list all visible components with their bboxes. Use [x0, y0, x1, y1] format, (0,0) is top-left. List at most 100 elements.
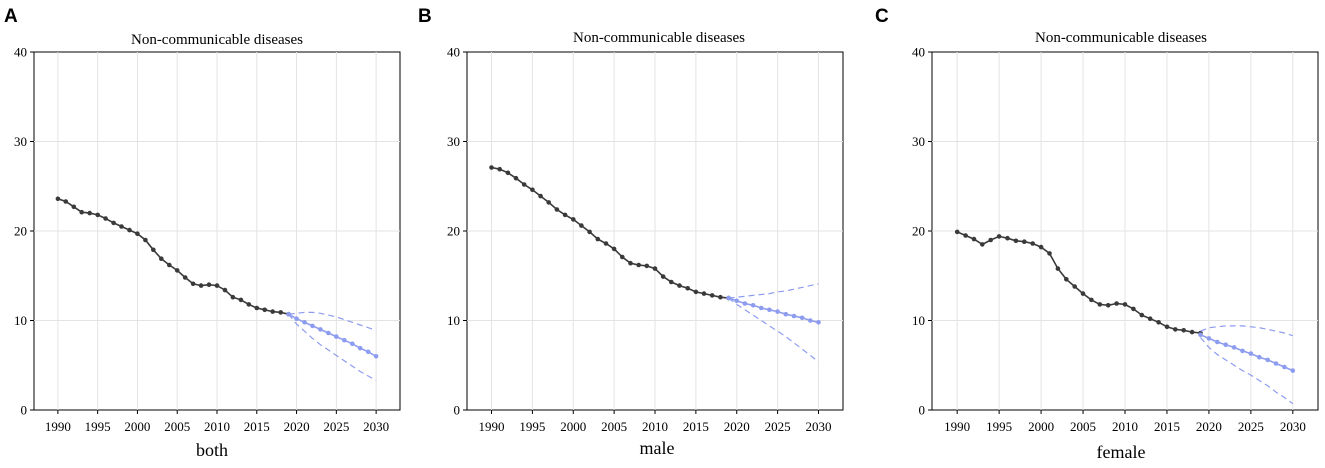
panel-a-series-observed-point-2015: [254, 305, 260, 311]
panel-b-series-predicted-point-2020: [734, 298, 739, 304]
panel-c-series-predicted-point-2028: [1273, 361, 1279, 366]
panel-c-series-observed-point-2009: [1114, 301, 1119, 306]
panel-a-series-predicted-point-2026: [342, 337, 347, 343]
panel-b-series-observed-point-2006: [620, 254, 625, 260]
panel-b-series-predicted-point-2027: [791, 313, 797, 319]
panel-c-y-tick-label-20: 20: [912, 224, 925, 239]
panel-b-gridlines: [467, 52, 843, 410]
panel-c-series-observed-point-2015: [1164, 324, 1170, 330]
panel-letter-a: A: [4, 6, 18, 27]
panel-c-y-tick-label-0: 0: [919, 403, 926, 418]
panel-b-series-observed-point-1994: [521, 182, 527, 187]
panel-a-series-observed-point-1995: [95, 212, 100, 218]
panel-a-series-observed-point-1993: [79, 209, 84, 215]
panel-a-series-observed-point-2007: [190, 281, 196, 287]
panel-b-y-tick-label-10: 10: [447, 313, 460, 328]
panel-a-y-tick-label-0: 0: [21, 403, 28, 418]
panel-a-series-observed-point-2008: [198, 283, 204, 288]
panel-b-series-observed-point-2011: [660, 274, 666, 279]
panel-a-gridlines: [34, 52, 400, 410]
panel-b-series-observed-point-2012: [669, 279, 674, 285]
panel-a-y-tick-label-30: 30: [14, 134, 27, 149]
panel-b-y-ticks: 0 10 20 30 40: [447, 45, 467, 418]
panel-b-series-observed-point-2009: [644, 263, 650, 269]
panel-a-series-observed-point-1990: [55, 196, 61, 202]
panel-a-series-predicted-point-2025: [334, 334, 339, 339]
panel-a-series-observed-point-2017: [270, 309, 276, 314]
panel-b-series-predicted-point-2021: [742, 301, 748, 306]
panel-a-series-predicted-point-2030: [373, 354, 379, 359]
panel-a-x-tick-label-1995: 1995: [85, 419, 111, 434]
panel-b-x-ticks: 1990 1995 2000 2005 2010 2015 2020 2025 2030: [479, 410, 831, 434]
panel-b-series-predicted-point-2024: [767, 307, 772, 313]
panel-b-x-tick-label-2025: 2025: [765, 419, 791, 434]
panel-a-x-tick-label-2030: 2030: [363, 419, 389, 434]
panel-b-series-observed-point-2010: [652, 266, 658, 271]
panel-c-series-observed-line: [956, 231, 1201, 334]
panel-c-series-predicted-point-2026: [1257, 354, 1262, 360]
panel-c-x-tick-label-2010: 2010: [1112, 419, 1138, 434]
panel-c-x-tick-label-1990: 1990: [944, 419, 970, 434]
panel-a-series-observed-point-2011: [222, 287, 228, 293]
panel-b-series-observed-point-1995: [530, 187, 535, 193]
panel-a-series-observed-point-1998: [119, 224, 124, 229]
panel-b-y-tick-label-30: 30: [447, 134, 460, 149]
panel-c-y-tick-label-30: 30: [912, 134, 925, 149]
panel-c-x-tick-label-2025: 2025: [1238, 419, 1264, 434]
panel-b-series-observed-point-2014: [685, 286, 690, 291]
panel-c-series-upper-bound-line: [1200, 325, 1293, 337]
panel-a-series-predicted-point-2023: [318, 327, 323, 332]
panel-b-series-observed-point-1990: [489, 165, 494, 170]
panel-a-x-tick-label-2010: 2010: [204, 419, 230, 434]
panel-a-series: [55, 196, 379, 382]
panel-c-y-tick-label-40: 40: [912, 45, 925, 60]
panel-a-series-observed-point-2003: [159, 256, 164, 262]
panel-b-series-observed-point-1996: [538, 193, 543, 199]
panel-c-series-observed-point-1991: [963, 233, 968, 238]
panel-a-series-predicted-point-2024: [326, 330, 331, 336]
panel-a-series-observed-point-2000: [135, 231, 140, 236]
panel-b-x-tick-label-2015: 2015: [683, 419, 709, 434]
panel-a-series-observed-point-1996: [103, 216, 108, 221]
panel-c-series-predicted-point-2024: [1240, 348, 1245, 354]
panel-b-series-observed-line: [491, 166, 729, 299]
panel-c-y-ticks: 0 10 20 30 40: [912, 45, 932, 418]
panel-a-x-tick-label-2015: 2015: [244, 419, 270, 434]
panel-b-y-tick-label-20: 20: [447, 224, 460, 239]
panel-b-x-tick-label-2010: 2010: [642, 419, 668, 434]
panel-a-series-predicted-point-2021: [302, 320, 307, 325]
panel-c-series-observed-point-1999: [1030, 241, 1035, 246]
panel-a-series-observed-point-2004: [167, 262, 172, 268]
panel-c-series-predicted-point-2027: [1265, 357, 1270, 363]
panel-b-series-observed-point-2001: [579, 223, 584, 228]
panel-a-series-observed-point-2001: [143, 237, 148, 243]
panel-a-title: Non-communicable diseases: [131, 32, 303, 48]
panel-b-x-tick-label-1990: 1990: [479, 419, 505, 434]
panel-c-series-observed-point-2000: [1038, 244, 1044, 250]
panel-c-series-predicted-point-2023: [1231, 345, 1237, 350]
panel-a-series-observed-point-1997: [111, 220, 116, 226]
panel-a-y-tick-label-10: 10: [14, 313, 27, 328]
panel-a-series-observed-point-2013: [238, 297, 244, 303]
panel-b-series-observed-point-1998: [554, 207, 560, 212]
panel-b-series: [489, 165, 821, 363]
panel-a-series-lower-bound-line: [288, 313, 377, 382]
panel-c-series-observed-point-2016: [1173, 327, 1178, 332]
panel-c-series-observed-point-2005: [1080, 291, 1086, 296]
panel-b-series-observed-point-1992: [505, 170, 511, 176]
panel-a-series-observed-point-2009: [206, 282, 212, 288]
panel-a-x-tick-label-2025: 2025: [323, 419, 349, 434]
panel-b-series-observed-point-1999: [562, 212, 568, 218]
panel-a-x-tick-label-2020: 2020: [284, 419, 310, 434]
panel-a-series-observed-point-2010: [214, 283, 220, 288]
panel-c-series: [954, 229, 1296, 405]
panel-a-x-tick-label-2000: 2000: [124, 419, 150, 434]
panel-c-series-predicted-point-2020: [1206, 336, 1212, 341]
panel-c-x-ticks: 1990 1995 2000 2005 2010 2015 2020 2025 2030: [944, 410, 1306, 434]
panel-c-series-observed-point-2013: [1147, 316, 1153, 322]
panel-b-series-predicted-point-2028: [799, 315, 805, 321]
panel-b-y-tick-label-40: 40: [447, 45, 460, 60]
